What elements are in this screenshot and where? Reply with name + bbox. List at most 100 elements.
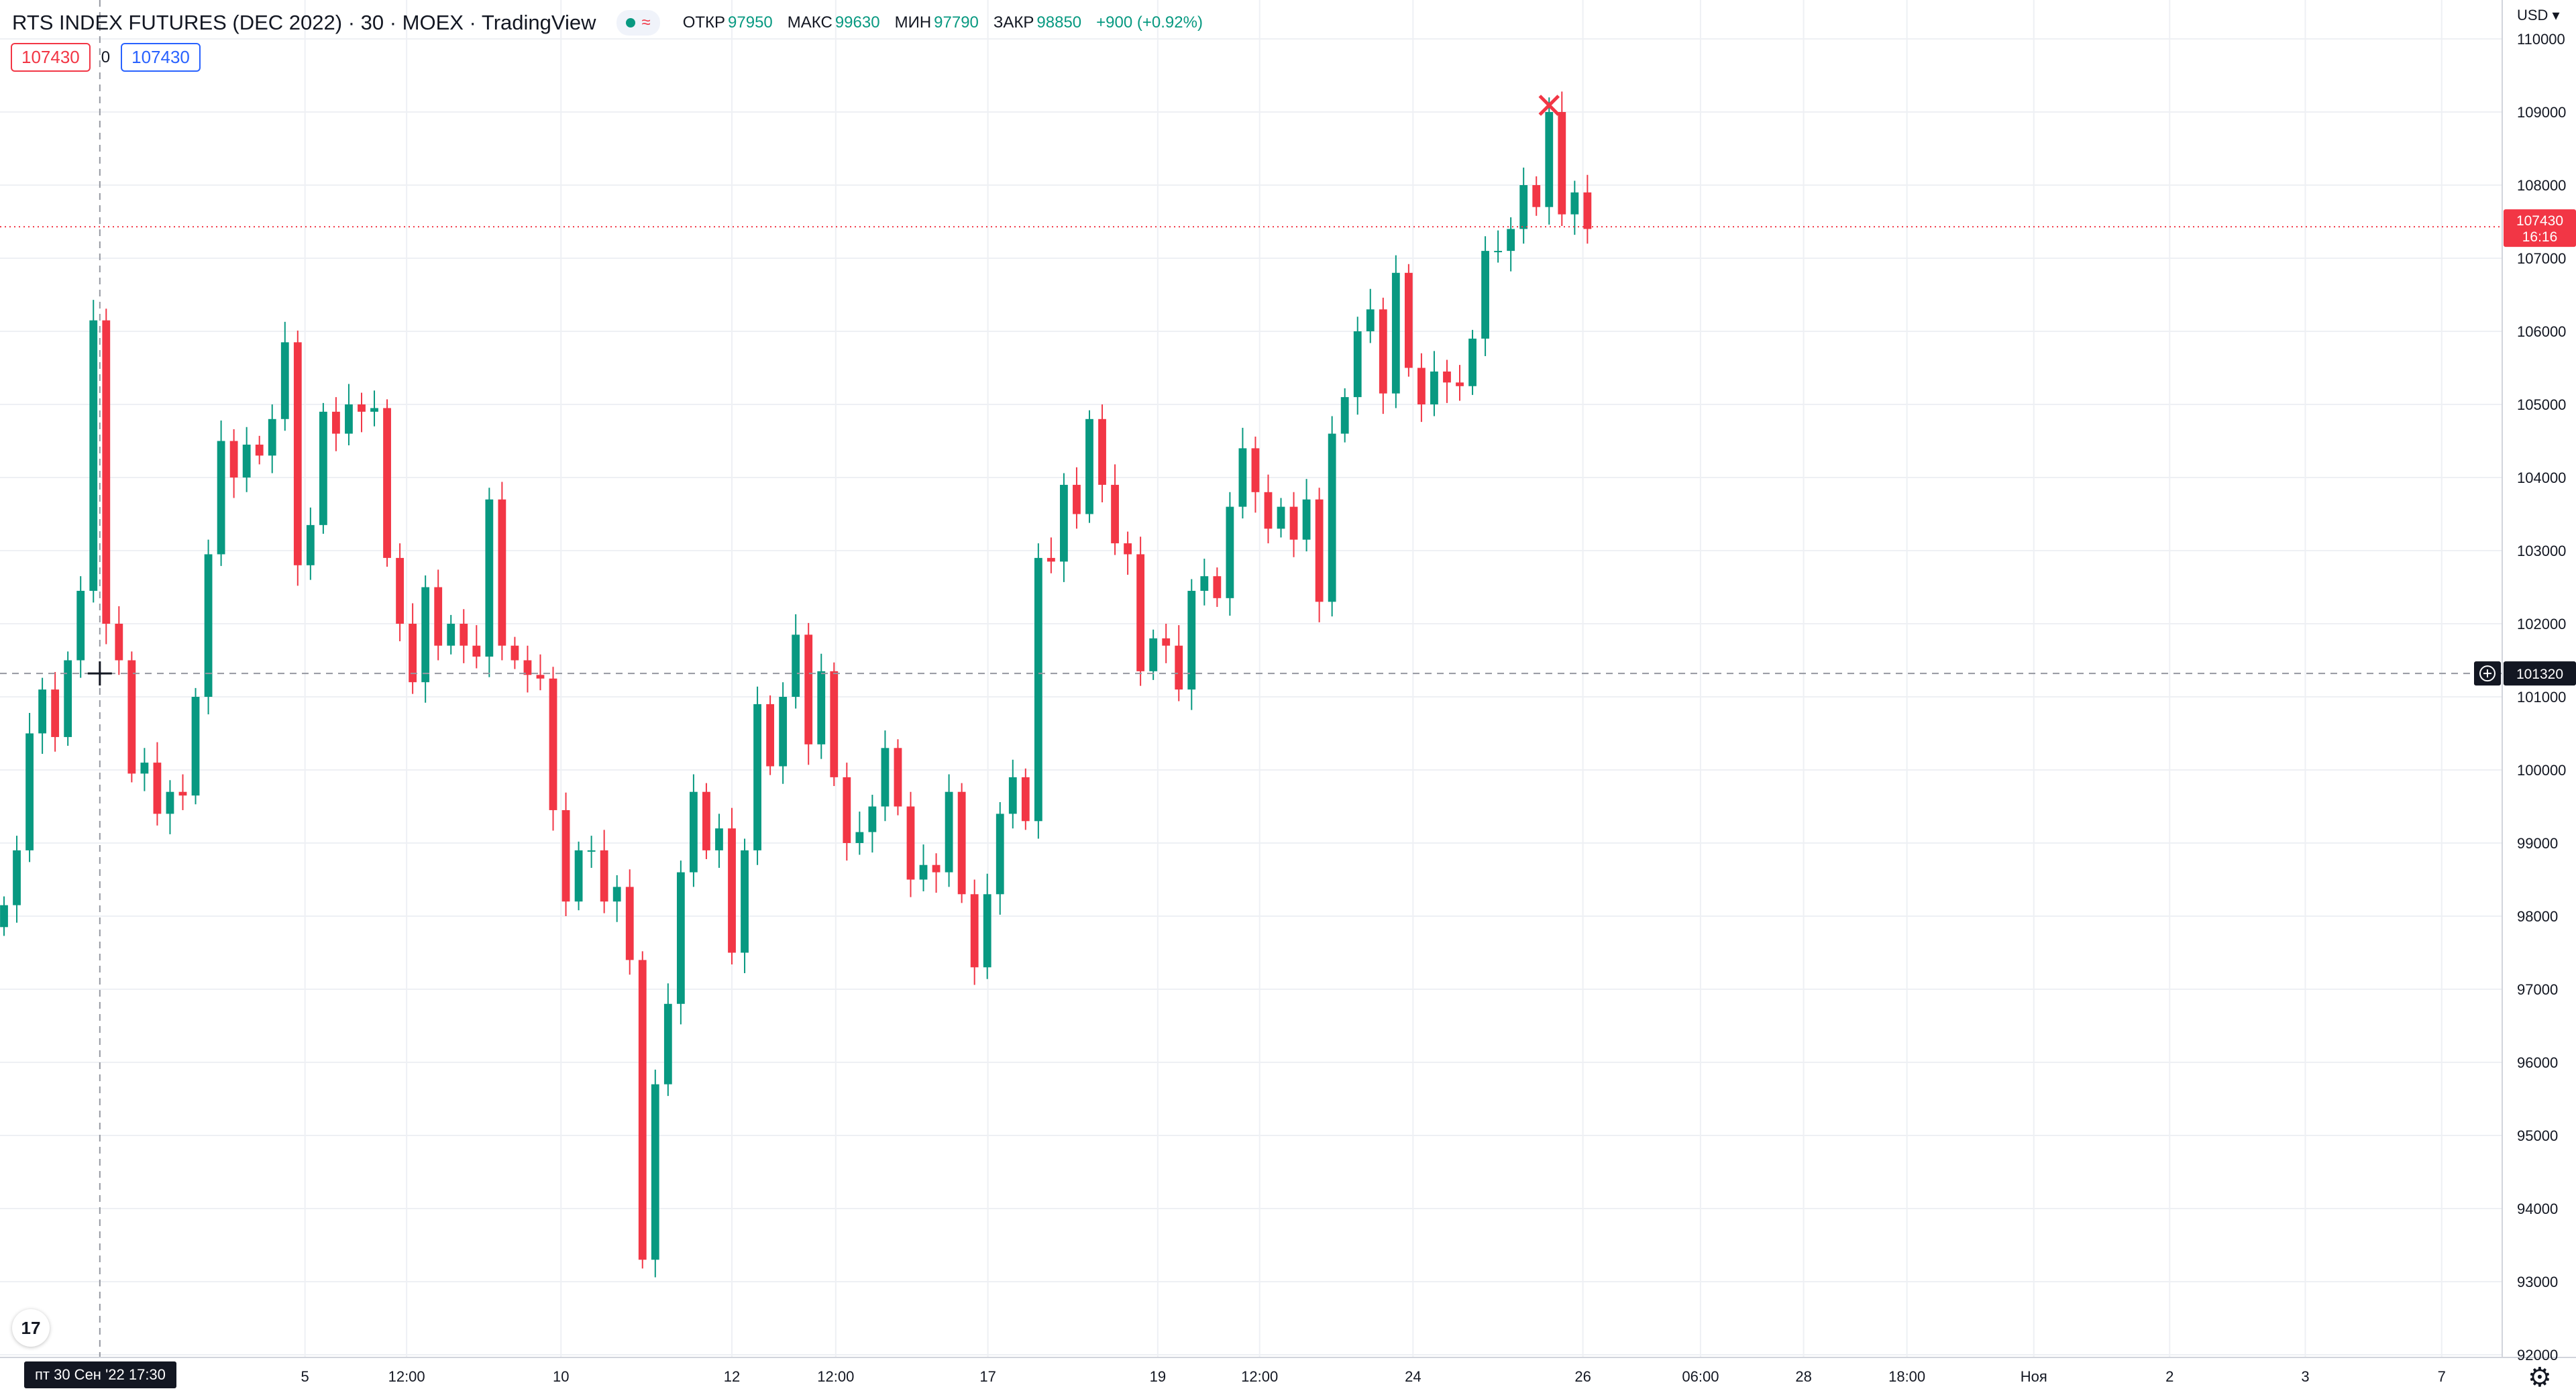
candle-body: [843, 777, 851, 843]
candle-body: [881, 748, 890, 807]
candle-body: [1046, 557, 1055, 562]
candle-body: [1443, 371, 1451, 383]
candle-body: [1008, 777, 1017, 814]
settings-gear-icon[interactable]: ⚙: [2528, 1363, 2552, 1392]
candle-body: [1264, 492, 1273, 529]
candle-body: [358, 404, 366, 412]
price-tick-label: 94000: [2517, 1201, 2558, 1217]
candle-body: [229, 441, 238, 478]
time-tick-label: 3: [2301, 1368, 2309, 1385]
candle-body: [1417, 368, 1426, 404]
price-tick-label: 110000: [2517, 31, 2565, 48]
candle-body: [1353, 331, 1362, 398]
candle-body: [1366, 309, 1375, 331]
candle-body: [1391, 272, 1400, 394]
candle-body: [1468, 338, 1477, 386]
candle-body: [13, 850, 21, 905]
currency-selector[interactable]: USD ▾: [2517, 7, 2560, 23]
ohlc-change-value: +900 (+0.92%): [1096, 13, 1203, 32]
candle-body: [549, 678, 557, 810]
crosshair-price-tag: [2504, 661, 2576, 686]
candle-body: [1060, 484, 1068, 562]
candle-body: [204, 554, 213, 697]
candle-body: [51, 689, 60, 737]
price-tick-label: 108000: [2517, 177, 2566, 194]
status-indicators[interactable]: ≈: [616, 10, 660, 36]
candle-body: [600, 850, 608, 902]
time-tick-label: 12:00: [817, 1368, 854, 1385]
candle-body: [690, 791, 698, 873]
candle-body: [1545, 112, 1554, 207]
ohlc-legend: ОТКР 97950 МАКС 99630 МИН 97790 ЗАКР 988…: [683, 13, 1215, 32]
candle-body: [370, 408, 378, 412]
time-tick-label: 7: [2438, 1368, 2446, 1385]
symbol-title[interactable]: RTS INDEX FUTURES (DEC 2022) · 30 · MOEX…: [12, 11, 596, 34]
time-tick-label: 17: [979, 1368, 996, 1385]
time-axis[interactable]: 5 12:00 10 12 12:00 17 19 12:00 24 26 06:00 28 18:00…: [301, 1368, 2446, 1385]
candle-body: [434, 587, 443, 646]
candle-body: [1289, 506, 1298, 540]
price-tick-label: 106000: [2517, 323, 2566, 340]
time-tick-label: 19: [1150, 1368, 1166, 1385]
candle-body: [25, 733, 34, 850]
candle-body: [1379, 309, 1387, 394]
candle-body: [536, 675, 545, 679]
candles: [0, 91, 1592, 1278]
buy-price-button[interactable]: 107430: [121, 43, 201, 72]
tradingview-logo-icon[interactable]: 17: [12, 1309, 50, 1347]
candle-body: [715, 828, 723, 850]
sell-price-button[interactable]: 107430: [11, 43, 91, 72]
candle-body: [804, 634, 813, 744]
candle-body: [1073, 484, 1081, 514]
candle-body: [894, 748, 902, 807]
price-tick-label: 103000: [2517, 543, 2566, 559]
price-tick-label: 105000: [2517, 396, 2566, 413]
candle-body: [817, 671, 826, 744]
candle-body: [242, 444, 251, 478]
candle-body: [1494, 251, 1503, 253]
price-axis[interactable]: 92000 93000 94000 95000 96000 97000 98000 99000…: [2517, 31, 2566, 1363]
candle-body: [523, 660, 532, 675]
candle-body: [1034, 557, 1042, 822]
candle-body: [906, 806, 915, 880]
candle-body: [421, 587, 430, 683]
candle-body: [1136, 554, 1145, 671]
candle-body: [574, 850, 583, 902]
candle-body: [1162, 638, 1171, 646]
time-tick-label: 12:00: [1241, 1368, 1278, 1385]
crosshair-price-tag-value: 101320: [2516, 667, 2563, 682]
candle-body: [1456, 382, 1464, 386]
candle-body: [383, 408, 391, 558]
candle-body: [919, 864, 928, 880]
ohlc-open-value: 97950: [728, 13, 773, 32]
candle-body: [153, 763, 162, 814]
candle-body: [1149, 638, 1158, 671]
price-tick-label: 99000: [2517, 835, 2558, 852]
plus-circle-icon: [2479, 665, 2496, 682]
candle-body: [1519, 185, 1528, 229]
candle-body: [1226, 506, 1234, 598]
candle-body: [1111, 484, 1119, 544]
candle-body: [945, 791, 953, 873]
candle-body: [332, 411, 340, 434]
candle-body: [638, 960, 647, 1260]
candle-body: [140, 763, 149, 774]
candle-body: [115, 624, 123, 661]
candle-body: [102, 320, 111, 624]
candle-body: [280, 342, 289, 419]
market-open-dot-icon: [625, 18, 635, 27]
candle-body: [1021, 777, 1030, 822]
candle-body: [319, 411, 327, 525]
candle-body: [1430, 371, 1438, 404]
time-tick-label: 24: [1405, 1368, 1421, 1385]
candle-body: [625, 887, 634, 960]
time-axis-background: [0, 1357, 2576, 1395]
price-tick-label: 102000: [2517, 616, 2566, 632]
candle-body: [1558, 112, 1566, 215]
candle-body: [970, 894, 979, 968]
candle-body: [76, 590, 85, 661]
candle-body: [498, 499, 506, 646]
chart-grid: [0, 0, 2502, 1357]
